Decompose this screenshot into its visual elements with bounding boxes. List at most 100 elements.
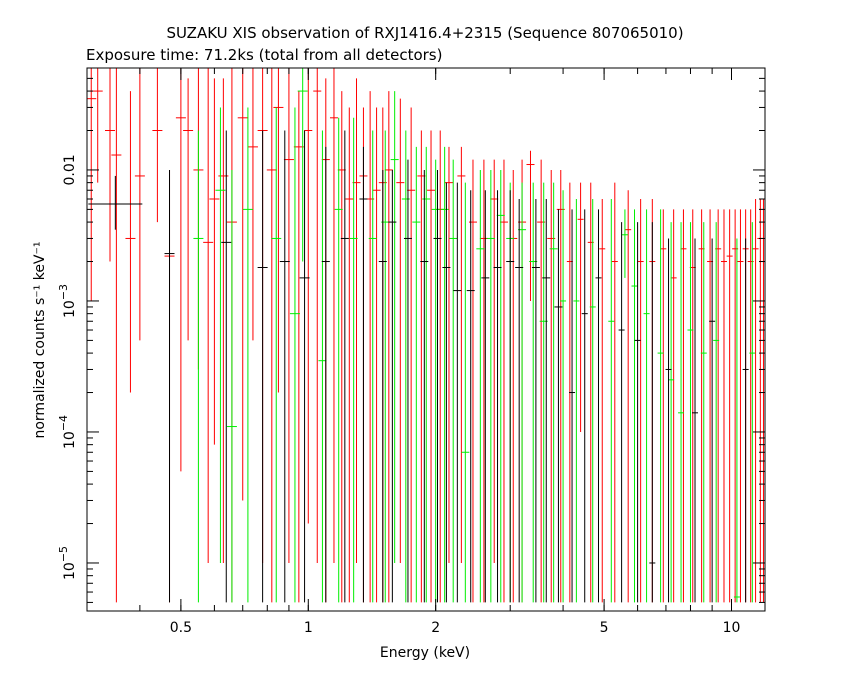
- data-point: [752, 199, 759, 603]
- data-point: [111, 68, 122, 603]
- data-point: [299, 130, 310, 603]
- data-point: [643, 209, 650, 603]
- data-point: [625, 190, 632, 603]
- data-point: [531, 199, 540, 603]
- data-point: [329, 68, 338, 563]
- data-point: [88, 175, 143, 230]
- data-point: [271, 107, 282, 603]
- data-point: [595, 209, 602, 603]
- data-point: [481, 190, 490, 603]
- x-axis-label: Energy (keV): [380, 645, 470, 661]
- data-point: [384, 91, 393, 603]
- data-point: [506, 190, 515, 603]
- data-point: [496, 169, 505, 603]
- data-point: [412, 146, 421, 603]
- data-point: [560, 190, 567, 603]
- data-point: [420, 169, 429, 603]
- data-point: [403, 159, 412, 603]
- data-point: [345, 107, 354, 603]
- data-point: [760, 199, 765, 603]
- data-point: [631, 209, 638, 603]
- data-point: [453, 182, 462, 603]
- data-point: [486, 169, 495, 603]
- data-point: [372, 107, 381, 603]
- data-point: [608, 199, 615, 603]
- data-point: [549, 182, 558, 603]
- plot-data-area: [87, 68, 765, 603]
- data-point: [618, 222, 625, 603]
- data-point: [407, 107, 416, 603]
- data-point: [175, 68, 186, 472]
- data-point: [203, 68, 214, 563]
- data-point: [152, 68, 163, 223]
- data-point: [493, 190, 502, 603]
- data-point: [105, 68, 116, 262]
- data-point: [279, 130, 290, 603]
- data-point: [266, 68, 277, 603]
- data-point: [340, 130, 349, 603]
- data-point: [554, 209, 563, 603]
- data-point: [700, 222, 707, 603]
- data-point: [573, 199, 580, 603]
- data-point: [390, 91, 399, 563]
- series-2: [88, 130, 749, 603]
- data-point: [422, 146, 431, 603]
- data-point: [237, 68, 248, 501]
- data-point: [668, 222, 675, 603]
- data-point: [526, 150, 535, 301]
- data-point: [226, 169, 237, 603]
- data-point: [757, 199, 764, 603]
- data-point: [657, 209, 664, 603]
- data-point: [499, 159, 508, 603]
- data-point: [749, 222, 756, 603]
- x-tick-label: 2: [431, 620, 440, 636]
- x-tick-label: 0.5: [170, 620, 192, 636]
- data-point: [461, 182, 470, 603]
- data-point: [737, 209, 744, 603]
- data-point: [378, 169, 387, 603]
- data-point: [87, 68, 97, 301]
- data-point: [726, 209, 733, 603]
- data-point: [634, 222, 641, 603]
- chart-subtitle: Exposure time: 71.2ks (total from all de…: [86, 46, 442, 64]
- axis-ticks: 0.5 1 2 5 10 0.01 10−3 10−4 10−5: [57, 68, 765, 636]
- data-point: [304, 68, 313, 524]
- plot-frame: [86, 67, 766, 612]
- data-point: [476, 169, 485, 603]
- data-point: [318, 130, 327, 603]
- data-point: [388, 169, 397, 603]
- data-point: [368, 130, 377, 603]
- data-point: [621, 209, 628, 278]
- data-point: [125, 91, 136, 393]
- y-tick-label: 10−3: [57, 284, 78, 318]
- data-point: [215, 107, 226, 563]
- data-point: [678, 222, 685, 603]
- x-tick-label: 1: [304, 620, 313, 636]
- data-point: [720, 209, 727, 603]
- data-point: [442, 182, 451, 603]
- data-point: [611, 182, 618, 603]
- data-point: [709, 238, 716, 603]
- data-point: [466, 190, 475, 603]
- data-point: [242, 107, 253, 603]
- data-point: [692, 238, 699, 603]
- y-axis-label: normalized counts s⁻¹ keV⁻¹: [32, 241, 48, 438]
- data-point: [569, 209, 576, 603]
- series-1: [193, 68, 756, 603]
- data-point: [349, 117, 358, 603]
- data-point: [599, 199, 606, 603]
- data-point: [542, 199, 551, 603]
- data-point: [221, 130, 232, 603]
- data-point: [589, 199, 596, 603]
- data-point: [289, 107, 300, 603]
- data-point: [490, 159, 499, 563]
- data-point: [273, 68, 284, 393]
- x-tick-label: 10: [723, 620, 741, 636]
- data-point: [401, 130, 410, 603]
- data-point: [649, 222, 656, 603]
- chart-title: SUZAKU XIS observation of RXJ1416.4+2315…: [166, 24, 683, 42]
- data-point: [427, 130, 436, 603]
- data-point: [257, 130, 268, 603]
- data-point: [283, 68, 294, 563]
- data-point: [313, 68, 322, 563]
